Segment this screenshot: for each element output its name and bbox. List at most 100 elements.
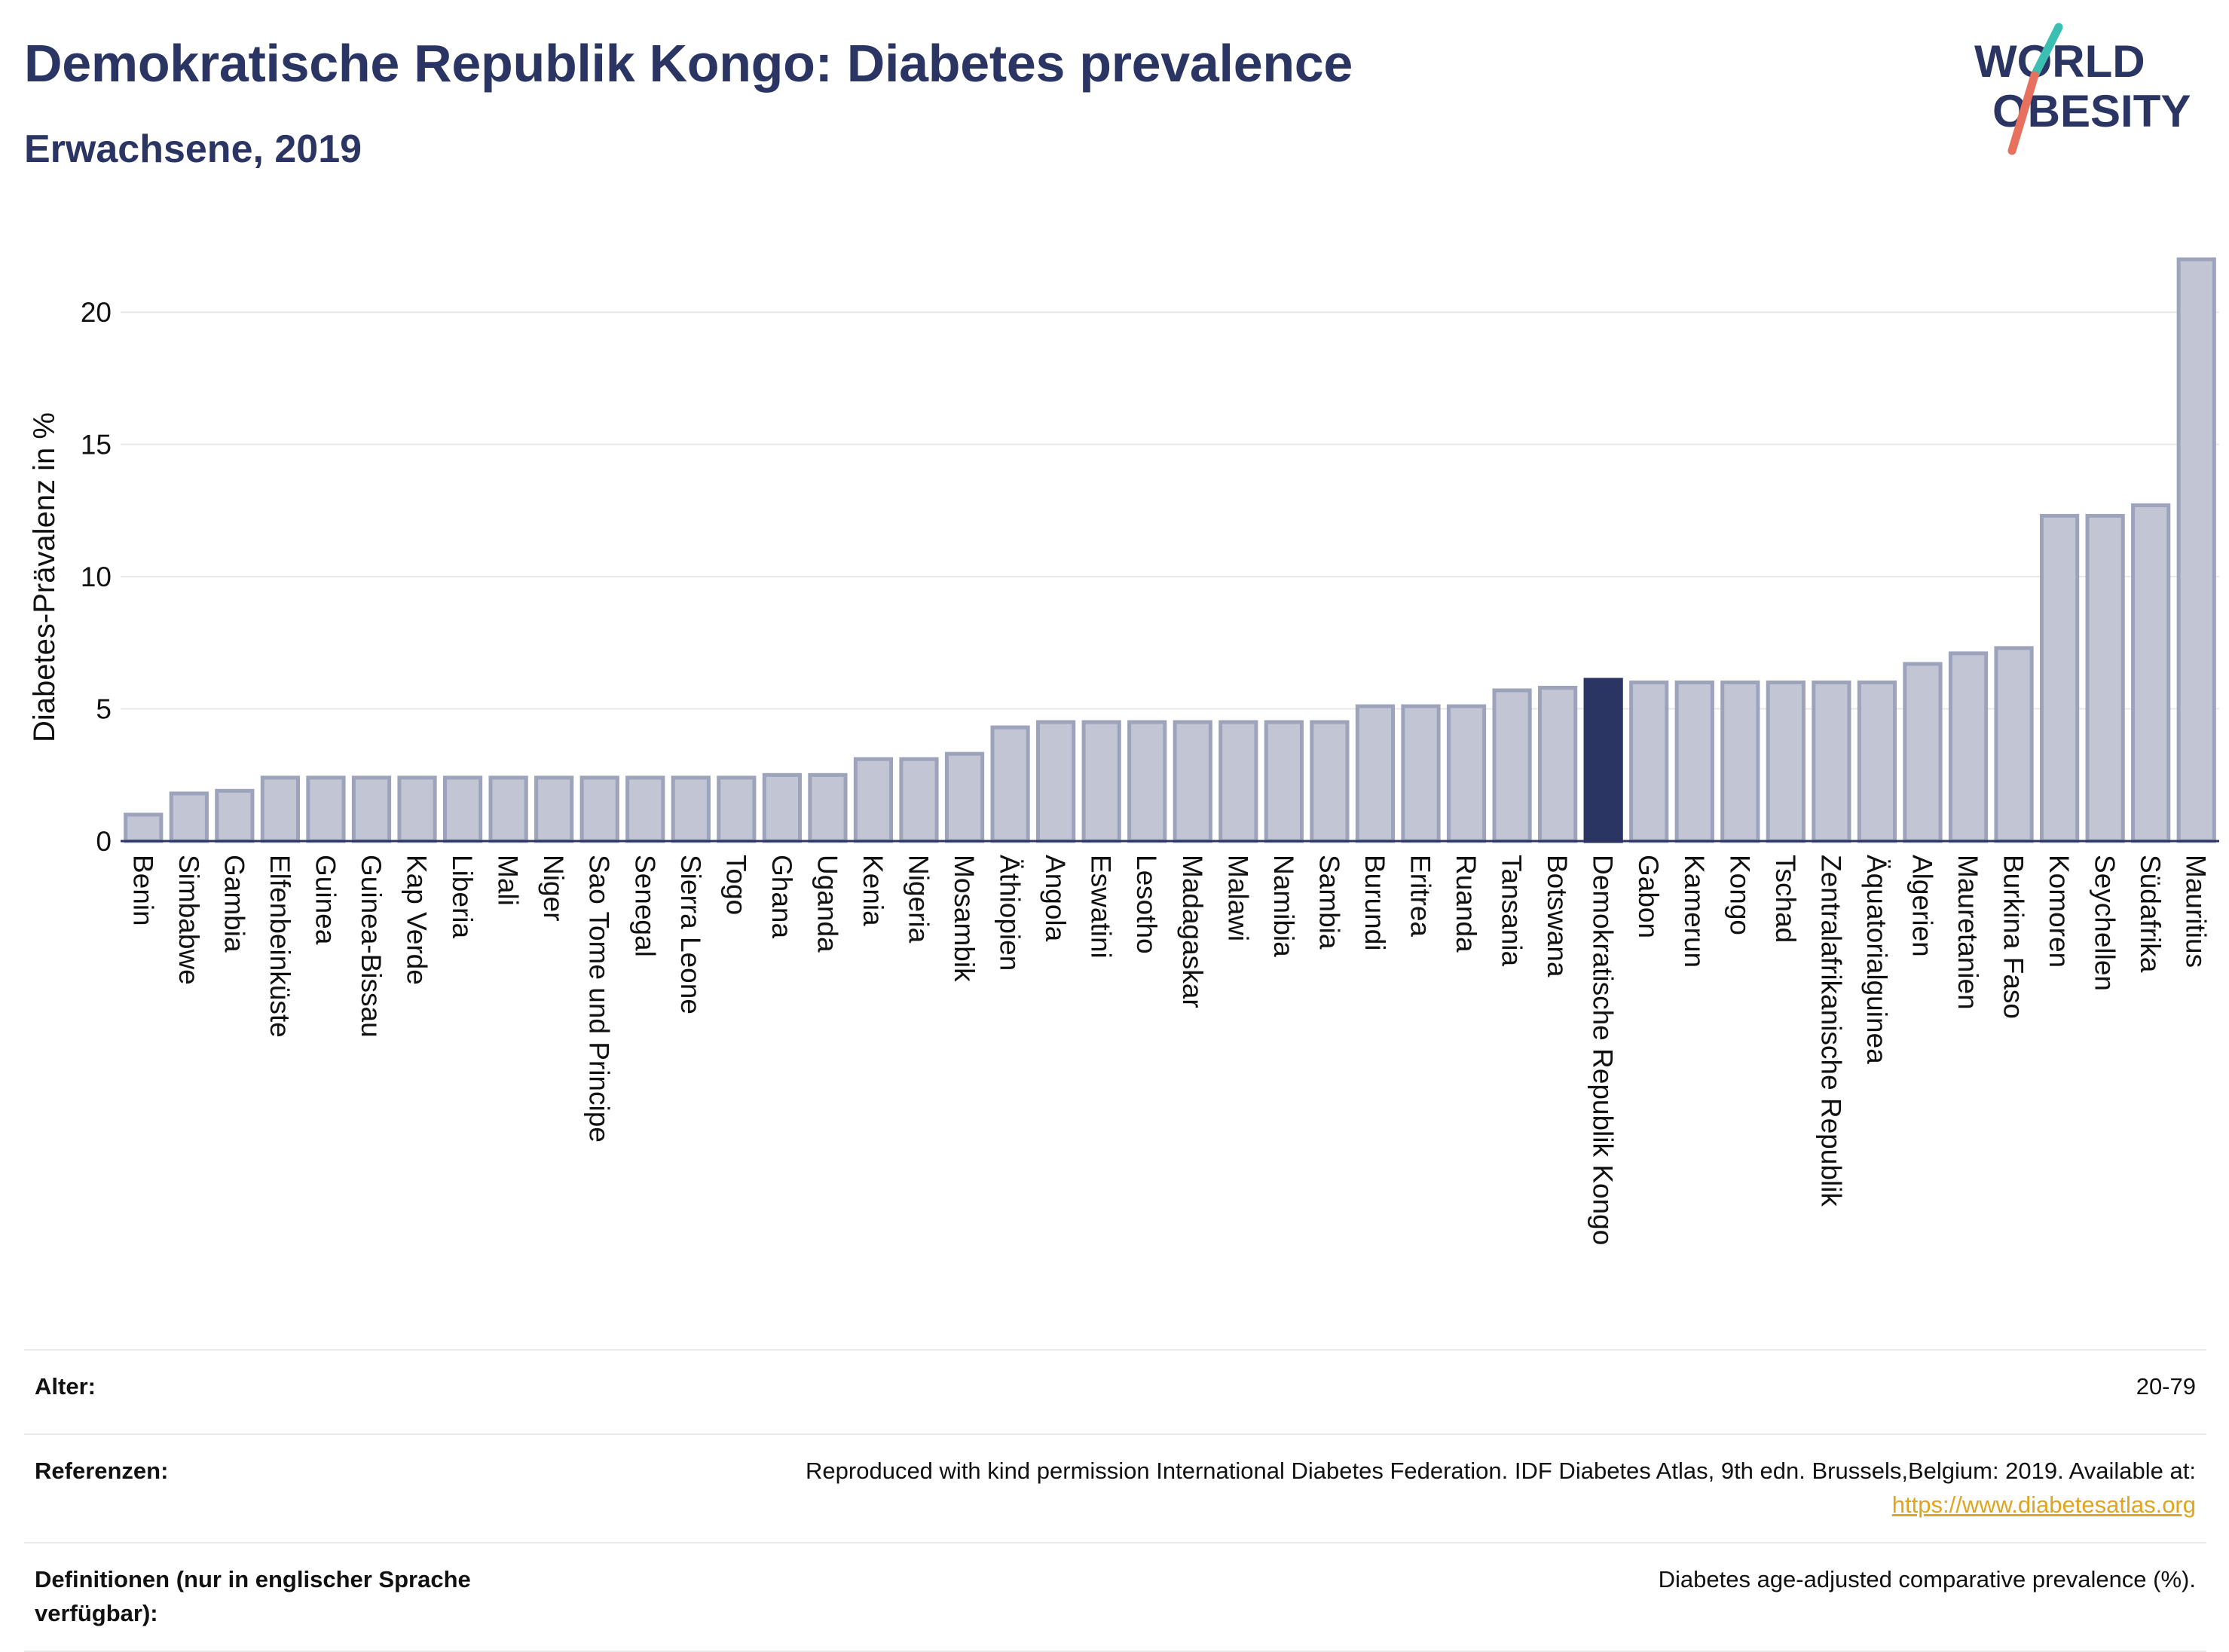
x-tick-label: Kongo	[1724, 855, 1755, 935]
bar	[1218, 720, 1258, 843]
bar	[1766, 680, 1806, 843]
info-row-age: Alter: 20-79	[24, 1349, 2206, 1434]
bar	[1401, 704, 1441, 843]
definitions-label: Definitionen (nur in englischer Sprache …	[24, 1541, 603, 1652]
bar	[1036, 720, 1076, 843]
x-tick-label: Burundi	[1359, 855, 1390, 951]
references-label: Referenzen:	[24, 1433, 603, 1543]
bar	[990, 725, 1030, 843]
bar	[1583, 678, 1623, 843]
bar	[1674, 680, 1714, 843]
y-tick-label: 0	[96, 826, 112, 857]
bar	[1492, 688, 1532, 843]
x-tick-label: Niger	[538, 855, 569, 921]
x-tick-label: Komoren	[2044, 855, 2075, 968]
chart-subtitle: Erwachsene, 2019	[24, 127, 362, 171]
bar	[1127, 720, 1167, 843]
bar	[1264, 720, 1304, 843]
x-tick-label: Simbabwe	[173, 855, 204, 985]
y-tick-label: 15	[81, 430, 112, 460]
bar	[717, 776, 757, 843]
x-tick-label: Lesotho	[1131, 855, 1162, 954]
bar	[1355, 704, 1396, 843]
x-tick-label: Kenia	[858, 855, 888, 926]
bar	[2085, 513, 2125, 843]
x-tick-label: Madagaskar	[1177, 855, 1208, 1008]
x-tick-label: Gambia	[219, 855, 249, 953]
bar	[1173, 720, 1212, 843]
x-tick-label: Elfenbeinküste	[264, 855, 295, 1038]
age-label: Alter:	[24, 1349, 603, 1434]
bar	[1629, 680, 1669, 843]
bar	[124, 812, 164, 843]
x-tick-label: Tansania	[1497, 855, 1527, 967]
x-tick-label: Kamerun	[1679, 855, 1710, 968]
x-tick-label: Sao Tome und Principe	[584, 855, 615, 1143]
x-tick-label: Burkina Faso	[1998, 855, 2029, 1019]
age-value: 20-79	[603, 1349, 2206, 1434]
x-tick-label: Eswatini	[1086, 855, 1117, 959]
x-tick-label: Mauretanien	[1952, 855, 1983, 1010]
x-tick-label: Äquatorialguinea	[1861, 855, 1892, 1064]
info-table: Alter: 20-79 Referenzen: Reproduced with…	[24, 1349, 2206, 1652]
bar	[397, 776, 437, 843]
bar	[1857, 680, 1897, 843]
bar	[579, 776, 619, 843]
x-tick-label: Botswana	[1542, 855, 1573, 977]
x-tick-label: Liberia	[447, 855, 478, 938]
bar	[215, 788, 255, 843]
bar	[2176, 257, 2216, 843]
logo-line1: WORLD	[1974, 36, 2145, 87]
x-tick-label: Guinea	[310, 855, 341, 945]
chart-title: Demokratische Republik Kongo: Diabetes p…	[24, 34, 1353, 93]
x-tick-label: Malawi	[1222, 855, 1253, 941]
x-tick-label: Mauritius	[2181, 855, 2212, 968]
x-tick-label: Senegal	[629, 855, 660, 957]
x-tick-label: Südafrika	[2135, 855, 2166, 973]
x-tick-label: Togo	[720, 855, 751, 915]
x-tick-label: Zentralafrikanische Republik	[1815, 855, 1846, 1207]
x-tick-label: Sambia	[1313, 855, 1344, 950]
bar	[762, 772, 802, 843]
x-tick-label: Guinea-Bissau	[356, 855, 387, 1038]
x-tick-label: Nigeria	[904, 855, 934, 944]
x-tick-label: Algerien	[1906, 855, 1937, 957]
bar	[1446, 704, 1487, 843]
x-tick-label: Seychellen	[2090, 855, 2120, 991]
bar	[853, 757, 894, 843]
logo-slash-coral	[2007, 71, 2039, 155]
x-tick-label: Mosambik	[949, 855, 980, 982]
x-tick-label: Ruanda	[1451, 855, 1481, 953]
bar	[306, 776, 346, 843]
logo-slash-teal	[2030, 23, 2063, 80]
references-text: Reproduced with kind permission Internat…	[806, 1458, 2196, 1484]
y-tick-label: 5	[96, 694, 112, 725]
bar	[808, 772, 848, 843]
y-axis-title: Diabetes-Prävalenz in %	[28, 412, 61, 742]
bar	[1903, 662, 1943, 843]
x-tick-label: Kap Verde	[402, 855, 433, 985]
bar	[488, 776, 528, 843]
x-tick-label: Benin	[127, 855, 158, 926]
bar	[899, 757, 939, 843]
info-row-references: Referenzen: Reproduced with kind permiss…	[24, 1433, 2206, 1543]
world-obesity-logo[interactable]: WORLD OBESITY	[1959, 23, 2215, 158]
y-tick-label: 20	[81, 297, 112, 328]
x-tick-label: Sierra Leone	[675, 855, 706, 1014]
x-tick-label: Äthiopien	[995, 855, 1026, 971]
bar	[1720, 680, 1760, 843]
bar	[1812, 680, 1851, 843]
x-tick-label: Tschad	[1770, 855, 1801, 943]
bar	[1081, 720, 1121, 843]
bar	[351, 776, 392, 843]
x-tick-label: Uganda	[812, 855, 842, 953]
bar	[625, 776, 665, 843]
bar	[1948, 651, 1989, 843]
x-tick-label: Eritrea	[1405, 855, 1436, 937]
x-tick-label: Gabon	[1633, 855, 1664, 938]
bar	[2039, 513, 2080, 843]
bar	[1994, 646, 2034, 843]
bar	[2131, 503, 2171, 843]
references-value: Reproduced with kind permission Internat…	[603, 1433, 2206, 1543]
references-link[interactable]: https://www.diabetesatlas.org	[1891, 1491, 2196, 1518]
